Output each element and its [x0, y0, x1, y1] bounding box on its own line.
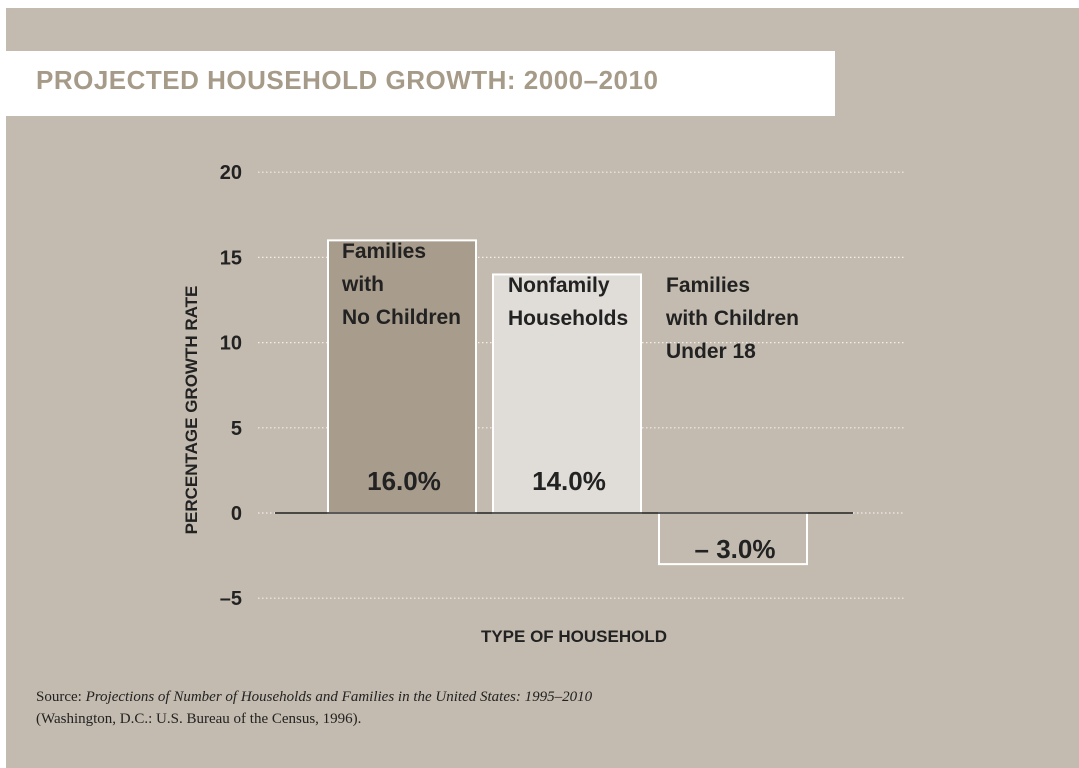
y-tick-label: –5	[220, 588, 242, 610]
bar	[658, 512, 808, 566]
category-label: Under 18	[666, 340, 756, 363]
chart-title: PROJECTED HOUSEHOLD GROWTH: 2000–2010	[36, 65, 659, 95]
x-axis-label: TYPE OF HOUSEHOLD	[481, 627, 667, 646]
category-label: No Children	[342, 306, 461, 329]
title-banner	[6, 51, 835, 116]
category-label: with	[341, 273, 384, 296]
y-tick-label: 15	[220, 247, 242, 269]
y-tick-label: 10	[220, 333, 242, 355]
source-title: Projections of Number of Households and …	[85, 689, 593, 705]
data-label: 16.0%	[367, 466, 441, 496]
bar	[492, 273, 642, 514]
y-axis-label: PERCENTAGE GROWTH RATE	[182, 286, 201, 535]
data-label: – 3.0%	[695, 534, 776, 564]
category-label: Households	[508, 307, 628, 330]
y-tick-label: 0	[231, 503, 242, 525]
source-publisher: (Washington, D.C.: U.S. Bureau of the Ce…	[36, 711, 362, 727]
source-note: Source: Projections of Number of Househo…	[36, 686, 592, 730]
y-tick-label: 5	[231, 418, 242, 440]
category-label: Nonfamily	[508, 274, 610, 297]
y-tick-label: 20	[220, 162, 242, 184]
data-label: 14.0%	[532, 466, 606, 496]
category-label: Families	[342, 240, 426, 263]
category-label: with Children	[665, 307, 799, 330]
category-label: Families	[666, 274, 750, 297]
source-prefix: Source:	[36, 689, 86, 705]
